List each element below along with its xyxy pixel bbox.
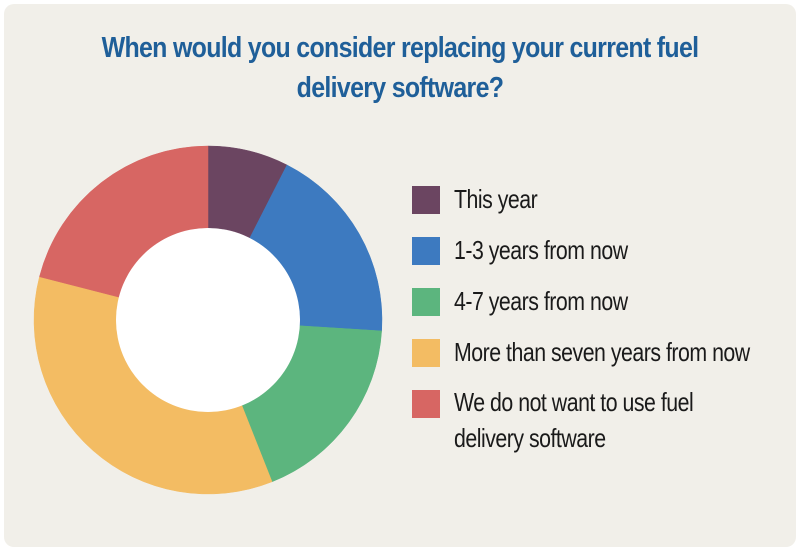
legend-label: This year — [454, 184, 538, 214]
legend-item-more-than-seven-years: More than seven years from now — [412, 333, 792, 371]
legend-label: 1-3 years from now — [454, 235, 628, 265]
legend-label: More than seven years from now — [454, 337, 750, 367]
chart-title: When would you consider replacing your c… — [59, 28, 740, 108]
donut-hole — [116, 228, 300, 412]
donut-chart — [33, 145, 383, 495]
legend-item-4-7-years: 4-7 years from now — [412, 282, 792, 320]
legend-label: 4-7 years from now — [454, 286, 628, 316]
legend-swatch — [412, 237, 440, 265]
legend-label: We do not want to use fuel delivery soft… — [454, 387, 694, 453]
legend-swatch — [412, 288, 440, 316]
chart-card: When would you consider replacing your c… — [4, 4, 796, 547]
legend-item-do-not-want: We do not want to use fuel delivery soft… — [412, 384, 792, 456]
chart-title-line-1: When would you consider replacing your c… — [101, 32, 700, 64]
legend-swatch — [412, 339, 440, 367]
legend-swatch — [412, 390, 440, 418]
chart-legend: This year 1-3 years from now 4-7 years f… — [412, 180, 792, 469]
legend-item-1-3-years: 1-3 years from now — [412, 231, 792, 269]
legend-item-this-year: This year — [412, 180, 792, 218]
legend-swatch — [412, 186, 440, 214]
chart-title-line-2: delivery software? — [296, 72, 504, 104]
